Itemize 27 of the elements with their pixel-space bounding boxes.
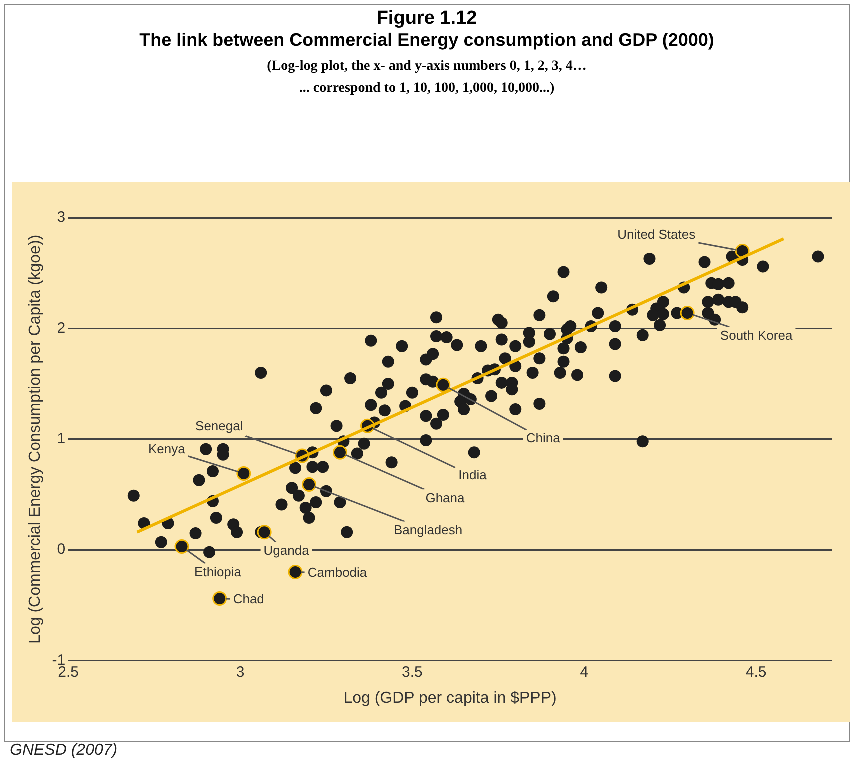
annotation: Senegal	[196, 418, 244, 434]
annotation: China	[526, 430, 562, 446]
x-tick-label: 3	[236, 664, 245, 681]
x-tick-label: 3.5	[402, 664, 423, 681]
annotation: Chad	[233, 591, 264, 606]
annotation: Kenya	[148, 441, 186, 456]
annotation: South Korea	[720, 328, 794, 343]
annotation: Bangladesh	[394, 522, 463, 538]
y-tick-label: 1	[57, 430, 66, 448]
x-tick-label: 2.5	[58, 664, 79, 681]
text: (Log-log plot, the x- and y-axis numbers 0, 1, 2, 3, 4… ... correspond to 1, 10, 100, 1,000, 10,000...)	[266, 58, 588, 98]
chart-subtitle: The link between Commercial Energy consumption and GDP (2000)	[138, 30, 716, 51]
annotation: Ethiopia	[194, 564, 242, 580]
chart-title: Figure 1.12	[376, 8, 478, 30]
annotation: Cambodia	[308, 564, 368, 580]
annotation: Uganda	[264, 542, 310, 558]
x-tick-label: 4.5	[746, 664, 767, 681]
y-axis-title: Log (Commercial Energy Consumption per Capita (kgoe))	[27, 234, 44, 644]
annotation: India	[458, 468, 488, 483]
y-tick-label: 0	[57, 541, 66, 558]
y-tick-label: 2	[57, 320, 66, 337]
x-tick-label: 4	[580, 664, 589, 681]
x-axis-title: Log (GDP per capita in $PPP)	[344, 690, 557, 707]
y-tick-label: 3	[57, 209, 66, 226]
text: GNESD (2007)	[10, 742, 118, 760]
annotation: Ghana	[426, 490, 466, 506]
annotation: United States	[618, 226, 696, 242]
